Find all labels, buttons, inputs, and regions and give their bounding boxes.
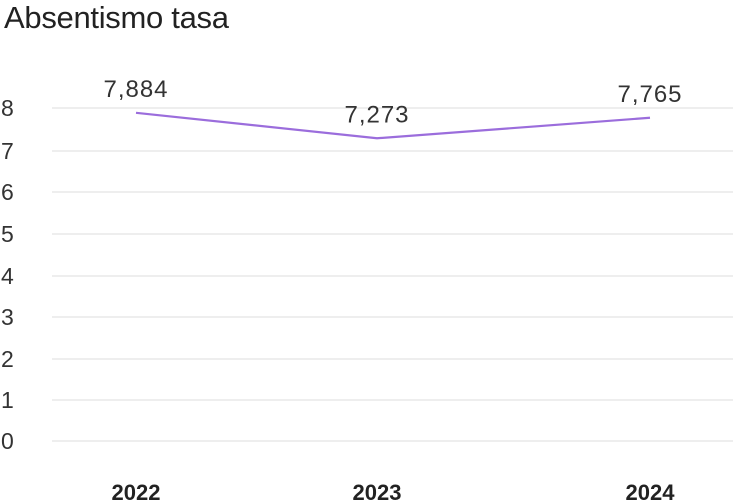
y-tick-label-7: 7: [1, 138, 14, 164]
y-tick-label-3: 3: [1, 304, 14, 330]
series-line-0: [135, 111, 651, 140]
series-group: [135, 111, 651, 140]
y-tick-label-4: 4: [1, 263, 14, 289]
data-label-2024: 7,765: [617, 81, 682, 108]
x-tick-label-2022: 2022: [112, 480, 161, 503]
y-axis-ticks: 0 1 2 3 4 5 6 7 8: [1, 95, 14, 454]
chart-title: Absentismo tasa: [4, 0, 229, 35]
x-tick-label-2024: 2024: [626, 480, 676, 503]
data-label-2022: 7,884: [103, 76, 168, 103]
grid-lines: [52, 107, 733, 442]
y-tick-label-0: 0: [1, 428, 14, 454]
y-tick-label-1: 1: [1, 387, 14, 413]
y-tick-label-8: 8: [1, 95, 14, 121]
x-axis-ticks: 2022 2023 2024: [112, 480, 676, 503]
x-tick-label-2023: 2023: [353, 480, 402, 503]
data-labels: 7,884 7,273 7,765: [103, 76, 682, 128]
y-tick-label-6: 6: [1, 179, 14, 205]
y-tick-label-5: 5: [1, 221, 14, 247]
y-tick-label-2: 2: [1, 346, 14, 372]
data-label-2023: 7,273: [344, 101, 409, 128]
